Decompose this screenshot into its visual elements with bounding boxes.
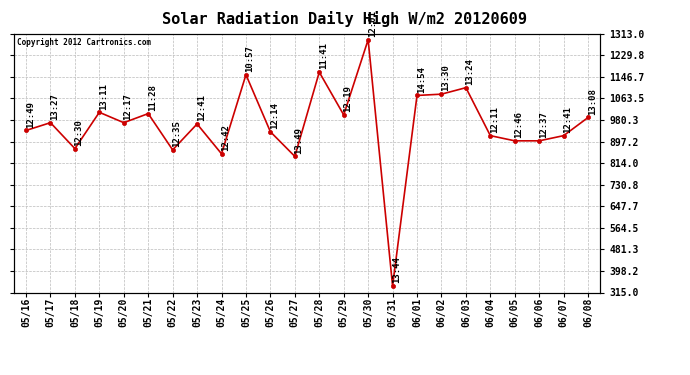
Text: Solar Radiation Daily High W/m2 20120609: Solar Radiation Daily High W/m2 20120609 (163, 11, 527, 27)
Text: 12:46: 12:46 (515, 111, 524, 138)
Text: 12:49: 12:49 (26, 101, 34, 128)
Text: 12:11: 12:11 (490, 106, 499, 133)
Text: 13:11: 13:11 (99, 82, 108, 110)
Text: 13:24: 13:24 (466, 58, 475, 85)
Text: 12:41: 12:41 (197, 94, 206, 121)
Text: 12:19: 12:19 (344, 85, 353, 112)
Text: 13:44: 13:44 (392, 256, 402, 283)
Text: 12:35: 12:35 (172, 120, 181, 147)
Text: 11:28: 11:28 (148, 84, 157, 111)
Text: 10:57: 10:57 (246, 45, 255, 72)
Text: 13:30: 13:30 (441, 64, 450, 92)
Text: 12:30: 12:30 (75, 119, 83, 146)
Text: 13:27: 13:27 (50, 93, 59, 120)
Text: 12:37: 12:37 (539, 111, 548, 138)
Text: 12:14: 12:14 (270, 102, 279, 129)
Text: Copyright 2012 Cartronics.com: Copyright 2012 Cartronics.com (17, 38, 151, 46)
Text: 11:41: 11:41 (319, 42, 328, 69)
Text: 12:01: 12:01 (368, 10, 377, 37)
Text: 12:42: 12:42 (221, 124, 230, 151)
Text: 12:17: 12:17 (124, 93, 132, 120)
Text: 13:08: 13:08 (588, 88, 597, 115)
Text: 12:41: 12:41 (563, 106, 572, 133)
Text: 13:49: 13:49 (295, 127, 304, 154)
Text: 14:54: 14:54 (417, 66, 426, 93)
